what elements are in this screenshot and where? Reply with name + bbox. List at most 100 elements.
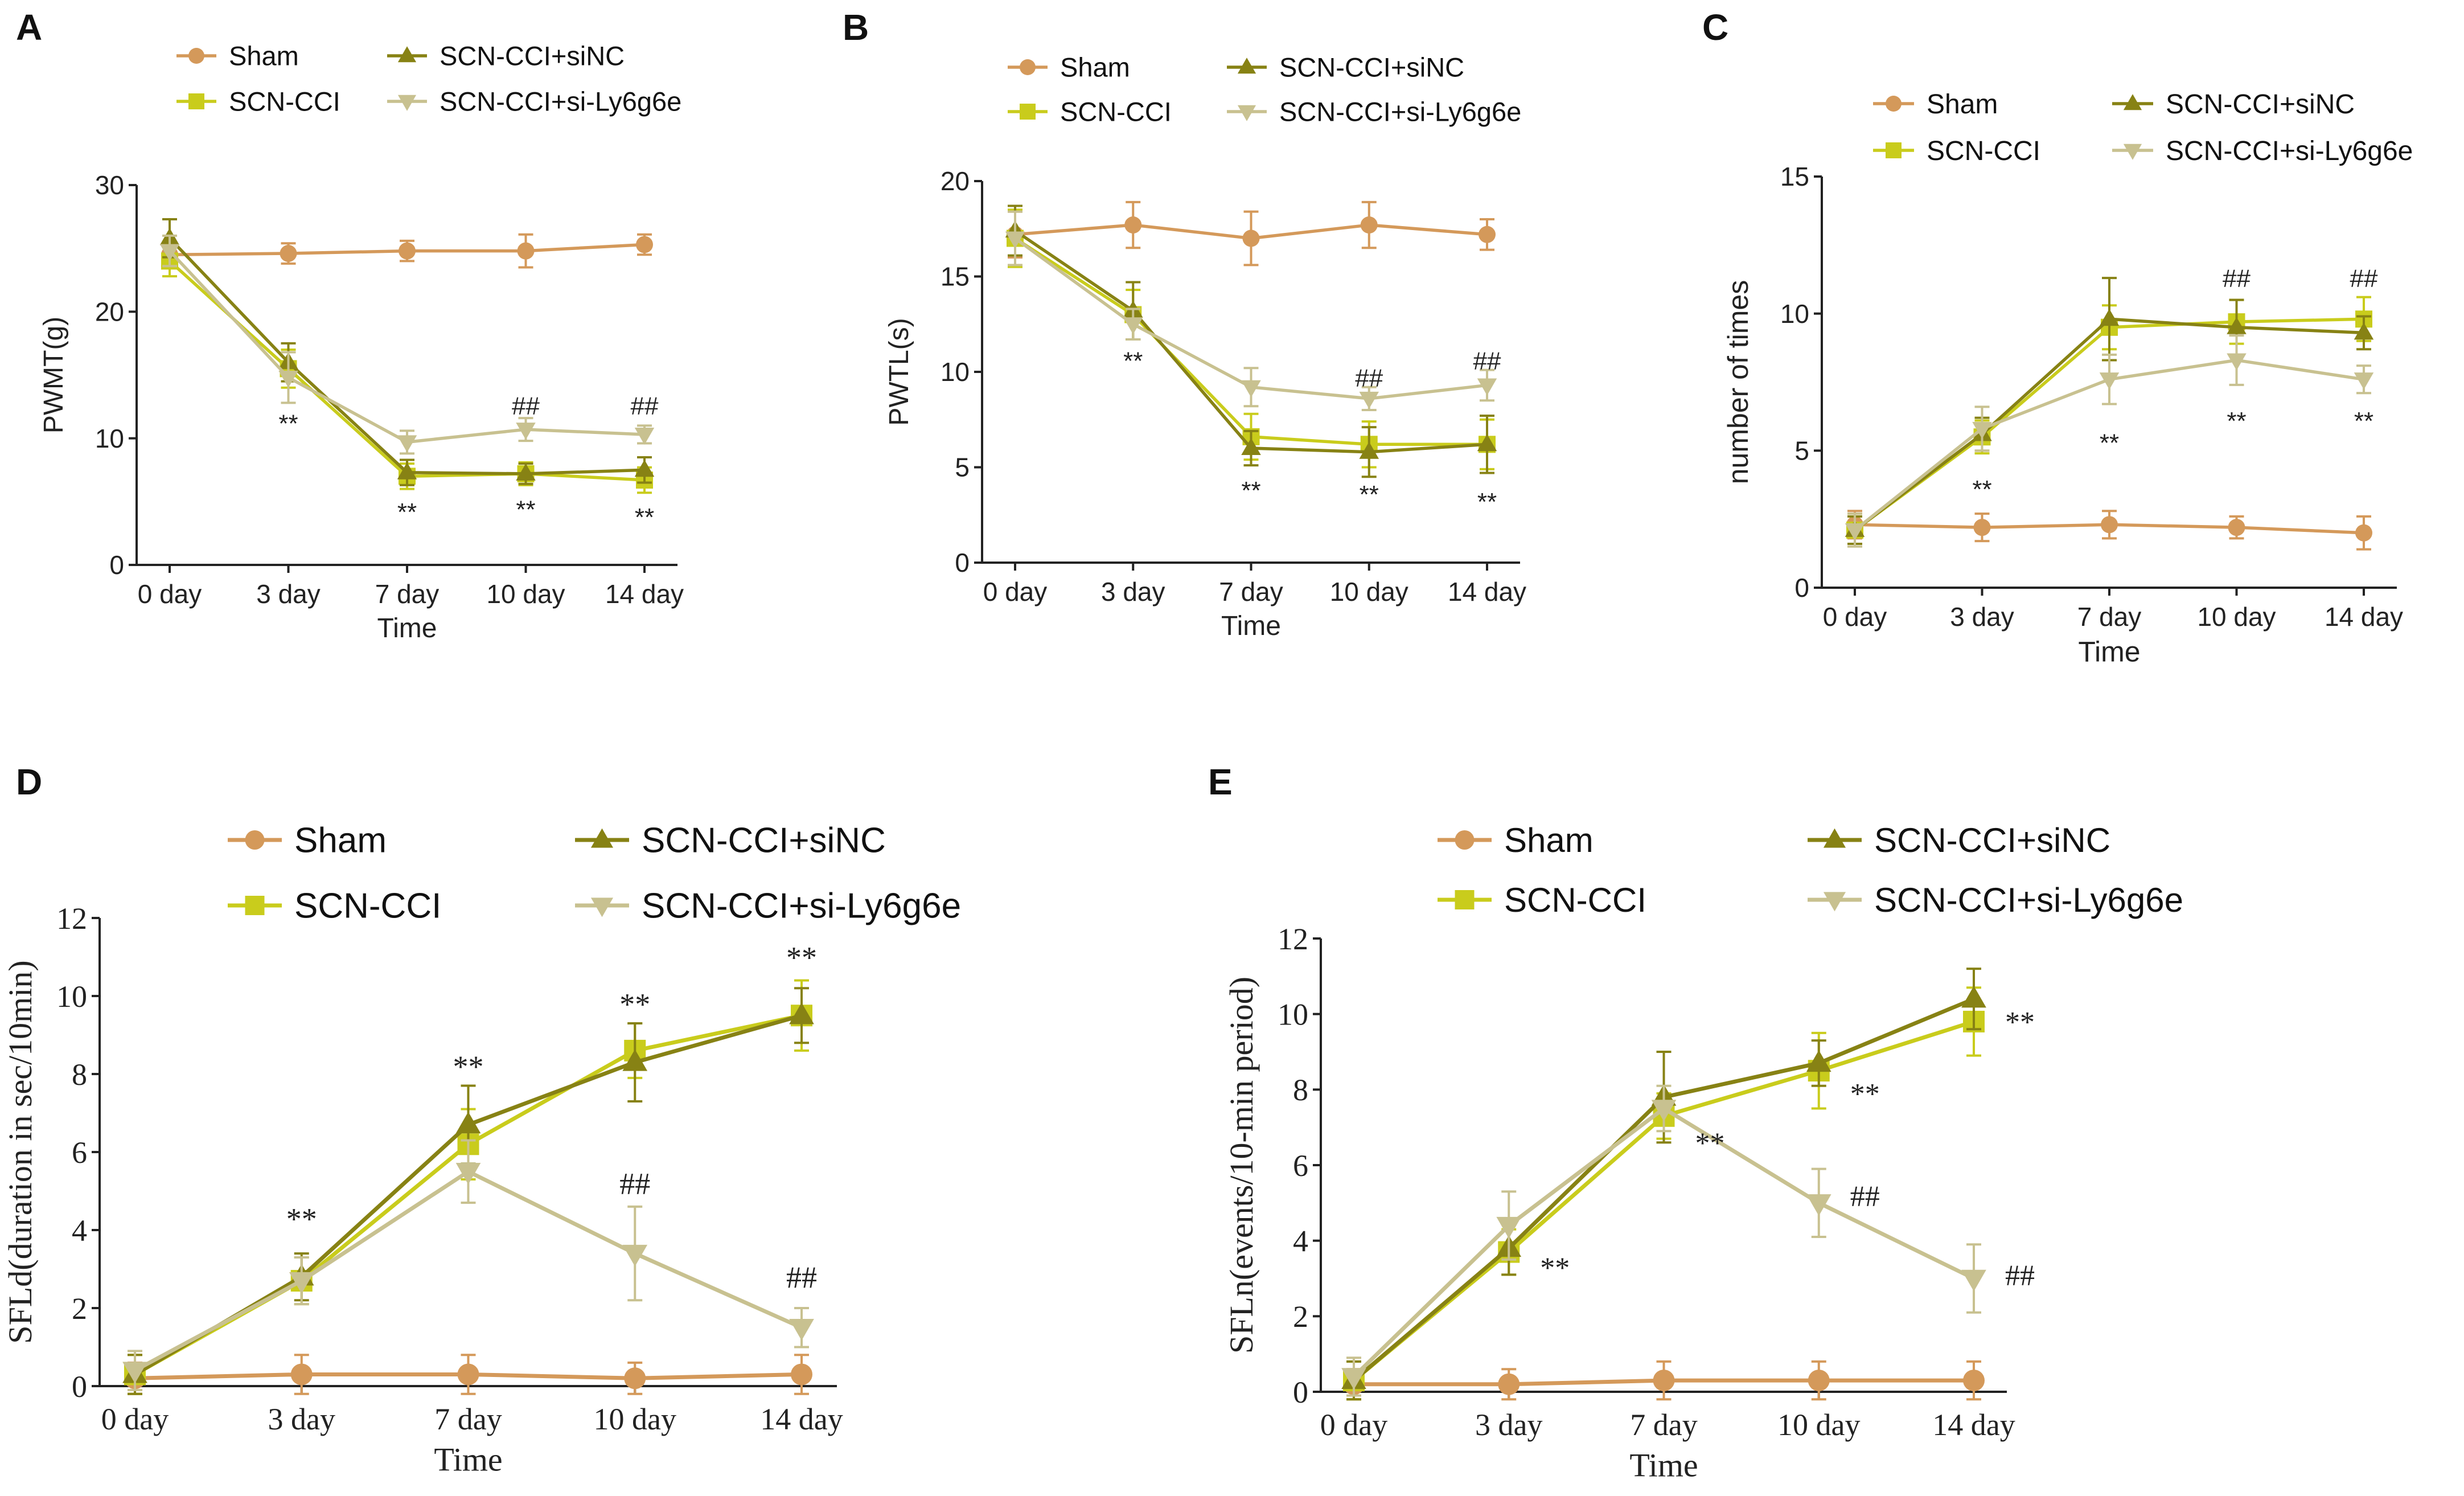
legend-label: SCN-CCI+siNC: [440, 40, 625, 71]
series-si-ly6g6e: [1845, 334, 2374, 548]
y-tick-label: 2: [1293, 1300, 1308, 1334]
x-tick-label: 14 day: [605, 579, 684, 609]
series-sincc: [1341, 968, 1986, 1401]
y-tick-label: 10: [1780, 299, 1809, 329]
data-point: [159, 244, 180, 261]
data-point: [457, 1363, 479, 1386]
legend-swatch-marker: [188, 93, 204, 109]
legend-item: SCN-CCI+siNC: [2112, 89, 2355, 120]
legend-swatch-marker: [2123, 94, 2142, 110]
significance-marker: **: [453, 1050, 484, 1084]
legend-label: SCN-CCI: [1927, 136, 2040, 166]
hash-marker: ##: [631, 392, 659, 420]
x-tick-label: 0 day: [1823, 602, 1887, 632]
data-point: [1360, 216, 1378, 234]
data-point: [1341, 1368, 1366, 1390]
series-si-ly6g6e: [1005, 210, 1497, 411]
y-tick-label: 12: [1278, 922, 1308, 956]
data-point: [1477, 434, 1497, 452]
data-point: [789, 1002, 814, 1024]
data-point: [2354, 322, 2374, 340]
y-tick-label: 4: [1293, 1224, 1308, 1259]
significance-marker: **: [286, 1202, 317, 1236]
legend-swatch-marker: [397, 95, 417, 111]
legend-item: SCN-CCI: [1438, 881, 1646, 919]
hash-marker: ##: [512, 392, 540, 420]
data-point: [1845, 523, 1865, 540]
x-axis-title: Time: [1629, 1447, 1698, 1484]
y-tick-label: 8: [1293, 1073, 1308, 1107]
legend-item: SCN-CCI: [176, 86, 340, 116]
data-point: [1479, 226, 1496, 243]
legend-swatch-marker: [1020, 104, 1036, 120]
x-tick-label: 3 day: [268, 1402, 335, 1436]
data-point: [455, 1163, 481, 1185]
x-tick-label: 3 day: [1950, 602, 2014, 632]
legend: Sham SCN-CCI+siNC SCN-CCI SCN-CCI+si-Ly6g6e: [1008, 52, 1521, 126]
series-scn-cci: [1343, 986, 1985, 1401]
significance-marker: **: [635, 503, 654, 531]
significance-marker: **: [2100, 429, 2119, 457]
significance-marker: **: [1695, 1127, 1725, 1159]
data-point: [1477, 378, 1497, 396]
data-point: [517, 242, 535, 260]
hash-marker: ##: [786, 1260, 817, 1294]
significance-marker: **: [786, 940, 817, 974]
data-point: [791, 1363, 812, 1386]
y-axis-title: PWMT(g): [39, 317, 69, 433]
y-tick-label: 12: [56, 901, 87, 936]
x-tick-label: 0 day: [1320, 1408, 1387, 1442]
legend-item: SCN-CCI: [228, 887, 441, 926]
legend-swatch-marker: [245, 896, 265, 915]
y-tick-label: 20: [95, 297, 124, 326]
data-point: [516, 463, 536, 481]
panel-a: A 0 10 20 30 0 day 3 day 7 day 10 day 14 day Time P…: [16, 7, 684, 644]
data-point: [455, 1112, 481, 1134]
significance-marker: **: [1540, 1252, 1570, 1284]
data-point: [1124, 216, 1142, 234]
panel-letter: E: [1208, 761, 1233, 802]
legend-label: SCN-CCI: [1504, 881, 1646, 919]
legend-swatch-marker: [1237, 105, 1256, 121]
data-point: [634, 427, 655, 445]
significance-marker: **: [619, 987, 650, 1022]
data-point: [1653, 1370, 1675, 1392]
y-tick-label: 4: [72, 1214, 87, 1248]
legend-item: Sham: [228, 821, 387, 860]
x-tick-label: 7 day: [1630, 1408, 1697, 1442]
x-axis-title: Time: [2078, 636, 2140, 667]
y-axis-title: SFLd(duration in sec/10min): [2, 960, 39, 1343]
data-point: [1498, 1373, 1520, 1395]
data-point: [2227, 353, 2247, 371]
data-point: [624, 1367, 646, 1390]
data-point: [278, 370, 298, 388]
series-sham: [161, 233, 653, 269]
series-sham: [1343, 1360, 1985, 1401]
hash-marker: ##: [2350, 264, 2378, 292]
data-point: [1496, 1216, 1522, 1239]
y-tick-label: 10: [56, 979, 87, 1014]
legend-label: SCN-CCI+si-Ly6g6e: [2166, 136, 2413, 166]
y-tick-label: 2: [72, 1292, 87, 1326]
x-tick-label: 14 day: [1932, 1408, 2015, 1442]
legend-label: Sham: [1927, 89, 1998, 120]
hash-marker: ##: [1473, 347, 1501, 375]
y-tick-label: 10: [95, 424, 124, 453]
y-tick-label: 30: [95, 170, 124, 200]
data-point: [1241, 380, 1261, 397]
legend-label: SCN-CCI+siNC: [1279, 52, 1464, 82]
data-point: [1241, 438, 1261, 455]
legend-item: SCN-CCI+siNC: [387, 40, 625, 71]
y-tick-label: 6: [1293, 1149, 1308, 1183]
x-tick-label: 10 day: [1777, 1408, 1860, 1442]
series-line: [1352, 1106, 1975, 1378]
significance-marker: **: [2227, 407, 2246, 435]
x-tick-label: 10 day: [1330, 577, 1408, 606]
legend-swatch-marker: [1455, 890, 1475, 909]
x-tick-label: 7 day: [1219, 577, 1283, 606]
data-point: [1123, 317, 1143, 335]
data-point: [1005, 231, 1025, 249]
data-point: [622, 1244, 648, 1267]
data-point: [636, 236, 653, 253]
x-tick-label: 10 day: [594, 1402, 676, 1436]
